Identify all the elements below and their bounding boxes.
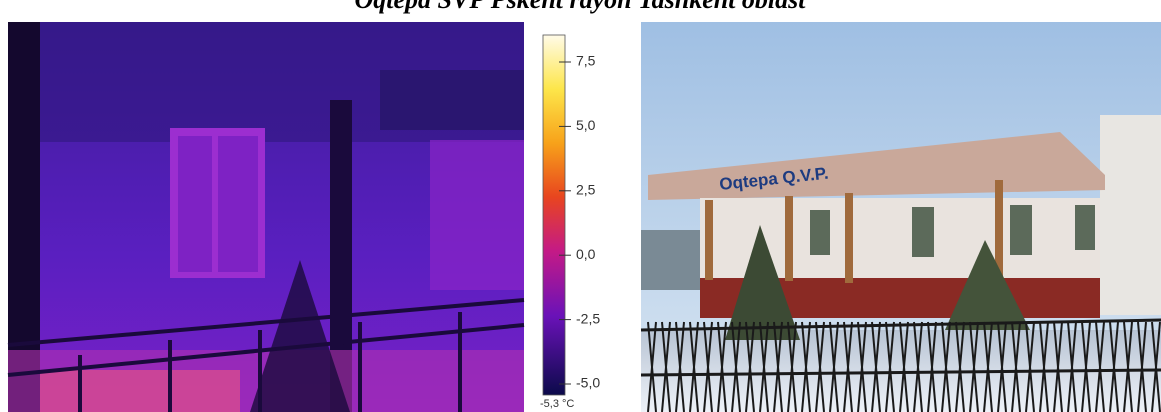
fence-bar [829, 321, 839, 412]
fence-bar [1081, 321, 1091, 412]
fence-bar [815, 321, 825, 412]
fence-bar [661, 321, 671, 412]
fence-bar [969, 321, 979, 412]
fence-bar [731, 321, 741, 412]
fence-bar [955, 321, 965, 412]
fence-bar [717, 321, 727, 412]
colorbar-tick-label: 5,0 [576, 117, 596, 133]
fence-bar [647, 321, 657, 412]
fence-bar [941, 321, 951, 412]
thermal-image [7, 22, 525, 412]
fence-bar [1039, 321, 1049, 412]
colorbar-tick-label: -2,5 [576, 310, 600, 326]
figure-title: Oqtepa SVP Pskent rayon Tashkent oblast [355, 0, 807, 14]
fence-bar [703, 321, 713, 412]
fence-bar [1151, 321, 1161, 412]
colorbar-tick-label: -5,0 [576, 375, 600, 391]
colorbar-tick-label: 2,5 [576, 182, 596, 198]
fence-bar [745, 321, 755, 412]
fence-bar [871, 321, 881, 412]
fence-bar [983, 321, 993, 412]
fence-bar [1067, 321, 1077, 412]
fence-bar [913, 321, 923, 412]
fence-bar [1025, 321, 1035, 412]
colorbar-tick-label: 7,5 [576, 53, 596, 69]
colorbar-tick-label: 0,0 [576, 246, 596, 262]
fence-bar [1011, 321, 1021, 412]
fence-bar [997, 321, 1007, 412]
colorbar-min-label: -5,3 °C [540, 398, 574, 410]
photo: Oqtepa Q.V.P. [640, 22, 1161, 412]
colorbar [542, 34, 566, 396]
fence-bar [759, 321, 769, 412]
fence-bar [787, 321, 797, 412]
fence-bar [675, 321, 685, 412]
fence-bar [843, 321, 853, 412]
fence-bar [1137, 321, 1147, 412]
fence-bar [773, 321, 783, 412]
fence-bar [1095, 321, 1105, 412]
fence-bar [857, 321, 867, 412]
fence-bar [899, 321, 909, 412]
fence-bar [1123, 321, 1133, 412]
fence-bar [689, 321, 699, 412]
fence-bar [1109, 321, 1119, 412]
fence-bar [801, 321, 811, 412]
fence-bar [885, 321, 895, 412]
colorbar-ticks: 7,5 5,0 2,5 0,0 -2,5 -5,0 [559, 53, 600, 391]
fence-bar [927, 321, 937, 412]
fence-bar [1053, 321, 1063, 412]
